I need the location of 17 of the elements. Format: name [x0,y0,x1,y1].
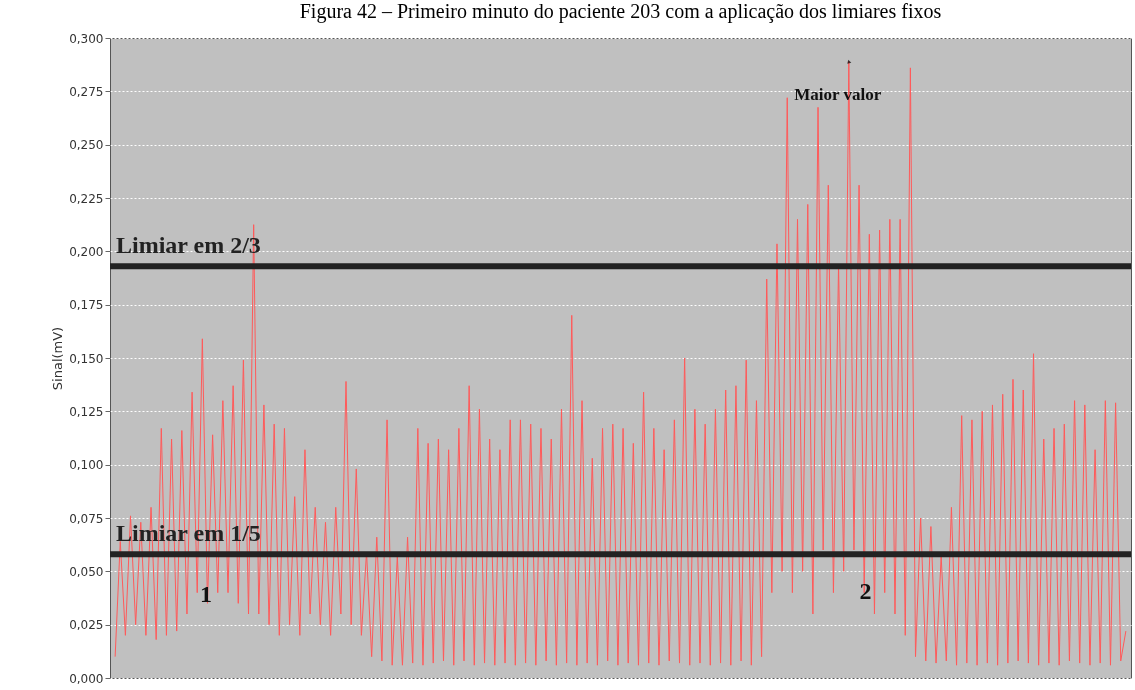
chart-title: Figura 42 – Primeiro minuto do paciente 203 com a aplicação dos limiares fixos [299,0,942,23]
y-tick-label: 0,300 [69,31,104,46]
y-tick-label: 0,025 [69,618,104,633]
y-tick-label: 0,225 [69,191,104,206]
y-tick-label: 0,150 [69,351,104,366]
y-tick-label: 0,000 [69,671,104,686]
y-tick-label: 0,275 [69,84,104,99]
y-tick-label: 0,100 [69,458,104,473]
y-axis-title: Sinal(mV) [50,326,66,391]
annotation: 2 [859,577,872,604]
y-tick-label: 0,200 [69,244,104,259]
y-tick-label: 0,175 [69,298,104,313]
y-tick-label: 0,050 [69,564,104,579]
y-tick-label: 0,075 [69,511,104,526]
y-tick-label: 0,250 [69,138,104,153]
annotation: 1 [199,580,212,607]
y-tick-label: 0,125 [69,404,104,419]
